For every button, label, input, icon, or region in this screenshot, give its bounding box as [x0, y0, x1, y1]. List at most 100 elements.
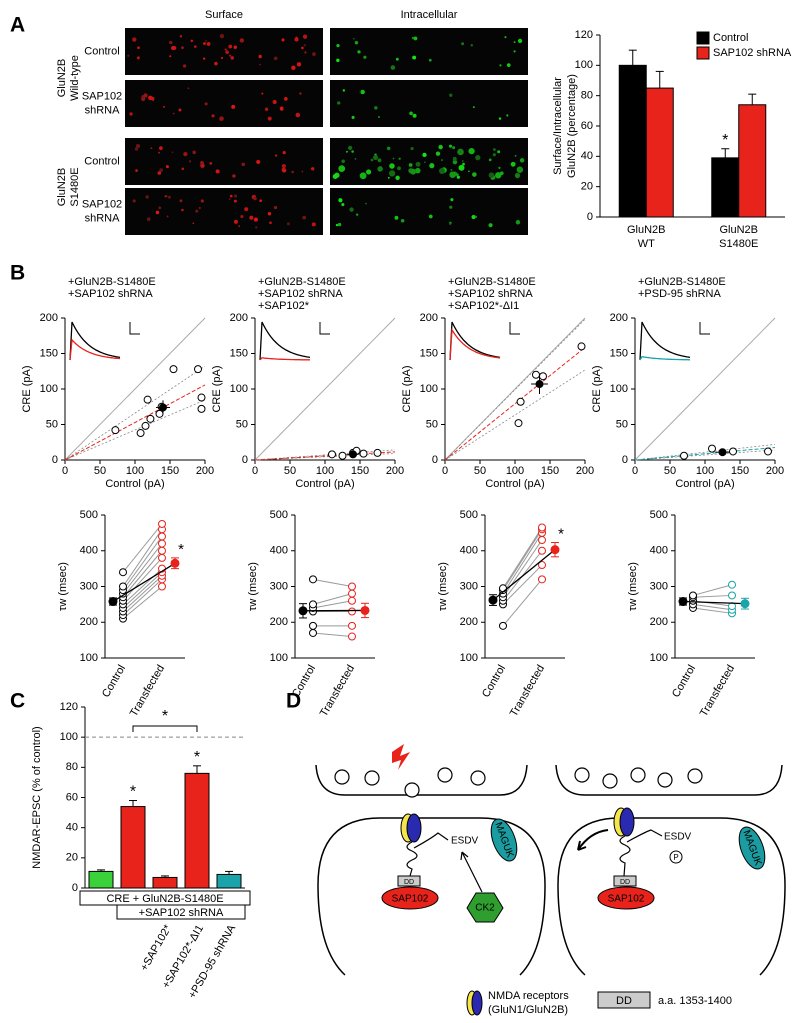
puncta [342, 89, 346, 92]
data-point [338, 451, 347, 460]
postsynaptic-cell [317, 817, 546, 976]
y-tick-label: 100 [575, 59, 593, 71]
confidence-line [64, 399, 206, 461]
group-label: CRE + GluN2B-S1480E [106, 893, 223, 905]
plot-title: +GluN2B-S1480E [638, 276, 726, 288]
y-tick-label: 200 [460, 616, 478, 628]
confidence-line [64, 365, 206, 461]
puncta [387, 176, 390, 179]
puncta [303, 44, 306, 47]
pair-line [502, 579, 543, 627]
legend-text: a.a. 1353-1400 [658, 995, 732, 1007]
annotation: * [194, 749, 200, 766]
mean-point [535, 380, 544, 389]
pair-line [122, 550, 163, 598]
puncta [438, 168, 445, 174]
puncta [181, 167, 185, 171]
group-label: GluN2B [56, 168, 68, 207]
puncta [238, 225, 241, 227]
data-point [158, 519, 166, 528]
y-tick-label: 200 [40, 312, 58, 324]
puncta [395, 57, 399, 61]
puncta [302, 34, 308, 39]
puncta [341, 203, 345, 207]
puncta [311, 167, 315, 171]
puncta [304, 51, 307, 54]
puncta [411, 36, 415, 40]
mean-line [112, 562, 176, 603]
x-tick-label: 150 [351, 465, 369, 477]
puncta [395, 175, 400, 181]
puncta [341, 159, 345, 164]
pair-line [312, 632, 353, 638]
y-tick-label: 200 [230, 312, 248, 324]
row-label: Control [84, 45, 119, 57]
puncta [141, 96, 146, 102]
puncta [360, 89, 365, 95]
puncta [291, 170, 294, 174]
puncta [471, 214, 476, 220]
puncta [253, 196, 257, 201]
puncta [394, 215, 399, 220]
puncta [279, 106, 284, 111]
data-point [158, 546, 166, 555]
data-point [539, 372, 547, 381]
data-point [155, 409, 164, 418]
puncta [192, 150, 196, 155]
pair-line [312, 593, 353, 605]
puncta [150, 96, 155, 101]
puncta [296, 62, 302, 67]
data-point [158, 532, 166, 541]
data-point [728, 580, 736, 589]
y-tick-label: 300 [270, 580, 288, 592]
puncta [274, 154, 278, 157]
stimulus-bolt [392, 744, 410, 770]
bar [152, 876, 178, 889]
puncta [181, 208, 184, 212]
data-point [348, 621, 356, 630]
puncta [229, 194, 233, 198]
puncta [336, 58, 340, 63]
y-tick-label: 0 [432, 454, 438, 466]
y-tick-label: 40 [581, 150, 593, 162]
legend-label: Control [713, 32, 748, 44]
puncta [187, 87, 190, 89]
puncta [281, 38, 285, 42]
puncta [453, 158, 457, 162]
y-tick-label: 100 [420, 383, 438, 395]
puncta [498, 166, 501, 170]
y-tick-label: 0 [622, 454, 628, 466]
x-tick-label: Control [100, 663, 128, 700]
y-tick-label: 40 [66, 822, 78, 834]
x-tick-label: 150 [161, 465, 179, 477]
y-tick-label: 150 [40, 347, 58, 359]
confidence-line [254, 453, 396, 461]
y-tick-label: 400 [270, 545, 288, 557]
puncta [181, 46, 184, 50]
plot-title: +GluN2B-S1480E [68, 276, 156, 288]
puncta [211, 114, 215, 118]
presynaptic-terminal [315, 764, 528, 796]
data-point [348, 589, 356, 598]
puncta [230, 56, 234, 60]
bar [711, 157, 740, 218]
x-tick-label: 100 [696, 465, 714, 477]
dd-box [397, 875, 421, 887]
puncta [169, 41, 173, 45]
puncta [193, 45, 197, 48]
y-axis-label: CRE (pA) [21, 365, 33, 412]
annotation: * [722, 132, 728, 149]
inset-trace [69, 338, 121, 361]
x-axis-label: Control (pA) [105, 478, 164, 490]
y-tick-label: 20 [66, 852, 78, 864]
puncta [354, 158, 357, 160]
puncta [188, 160, 192, 163]
mean-point [550, 545, 560, 555]
motif: ESDV [451, 836, 479, 847]
puncta [178, 108, 182, 112]
data-point [538, 546, 546, 555]
y-axis-label: τw (msec) [437, 562, 449, 611]
x-tick-label: S1480E [719, 238, 758, 250]
group-label: S1480E [69, 167, 81, 206]
puncta [203, 42, 206, 45]
